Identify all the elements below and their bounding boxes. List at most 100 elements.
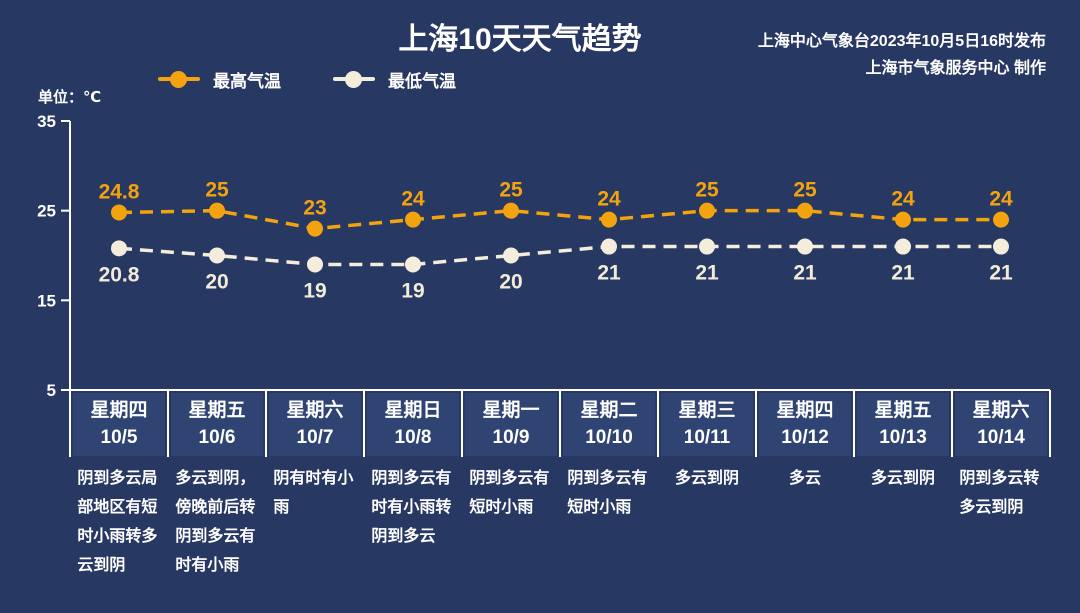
high-temp-value-label: 25 [499, 179, 523, 202]
date-label: 10/5 [100, 427, 138, 448]
high-temp-dot-icon [170, 70, 187, 88]
date-label: 10/6 [198, 427, 236, 448]
low-temp-point [209, 247, 225, 264]
high-temp-point [797, 202, 813, 219]
day-panel: 星期日 10/8 [367, 393, 459, 456]
low-temp-value-label: 21 [793, 262, 817, 285]
weather-description: 多云 [788, 470, 821, 487]
weather-description: 阴到多云有短时小雨 [567, 470, 648, 516]
low-temp-legend-label: 最低气温 [388, 71, 456, 91]
high-temp-value-label: 24.8 [99, 180, 140, 203]
source-line-2: 上海市气象服务中心 制作 [865, 60, 1046, 77]
weather-description: 阴到多云有短时小雨 [469, 470, 550, 516]
source-line-1: 上海中心气象台2023年10月5日16时发布 [757, 33, 1046, 50]
weather-description-cell: 阴到多云有短时小雨 [462, 464, 560, 522]
weather-description: 多云到阴 [870, 470, 935, 487]
weekday-label: 星期四 [776, 400, 834, 421]
day-panel: 星期五 10/13 [857, 393, 949, 456]
date-label: 10/14 [977, 427, 1025, 448]
high-temp-value-label: 24 [401, 188, 425, 211]
source-info: 上海中心气象台2023年10月5日16时发布 上海市气象服务中心 制作 [758, 28, 1046, 82]
low-temp-point [895, 238, 911, 255]
weather-description-cell: 多云到阴 [658, 464, 756, 493]
weather-description-cell: 阴有时有小雨 [266, 464, 364, 522]
low-temp-value-label: 20 [205, 271, 228, 294]
y-axis-tick-label: 15 [37, 291, 56, 310]
high-temp-point [699, 202, 715, 219]
low-temp-point [503, 247, 519, 264]
chart-legend: 最高气温 最低气温 [158, 69, 456, 91]
high-temp-point [111, 204, 127, 221]
weather-description: 多云到阴 [674, 470, 739, 487]
high-temp-value-label: 23 [303, 197, 326, 220]
weather-description: 阴到多云转多云到阴 [959, 470, 1040, 516]
low-temp-value-label: 21 [989, 262, 1013, 285]
day-panel: 星期六 10/14 [955, 393, 1047, 456]
weather-description-cell: 多云到阴，傍晚前后转阴到多云有时有小雨 [168, 464, 266, 580]
high-temp-point [209, 202, 225, 219]
date-label: 10/13 [879, 427, 927, 448]
high-temp-line [118, 208, 1001, 231]
weather-description: 多云到阴，傍晚前后转阴到多云有时有小雨 [175, 470, 256, 574]
high-temp-point [993, 211, 1009, 228]
weather-description-cell: 多云到阴 [854, 464, 952, 493]
low-temp-value-label: 21 [891, 262, 915, 285]
page-title: 上海10天天气趋势 [398, 23, 642, 56]
high-temp-point [503, 202, 519, 219]
high-temp-value-label: 24 [989, 188, 1013, 211]
day-panel: 星期三 10/11 [661, 393, 753, 456]
unit-label: 单位：℃ [38, 89, 102, 106]
day-panel: 星期四 10/5 [73, 393, 165, 456]
high-temp-legend-label: 最高气温 [213, 71, 281, 91]
weekday-label: 星期四 [90, 400, 148, 421]
high-temp-legend-marker [158, 70, 200, 88]
y-axis-tick-label: 35 [37, 112, 56, 131]
weather-description-cell: 阴到多云有短时小雨 [560, 464, 658, 522]
weekday-label: 星期二 [580, 400, 638, 421]
weather-description: 阴有时有小雨 [273, 470, 354, 516]
low-temp-dot-icon [345, 70, 362, 88]
high-temp-point [895, 211, 911, 228]
weekday-label: 星期五 [874, 400, 932, 421]
weekday-label: 星期一 [482, 400, 540, 421]
date-label: 10/12 [781, 427, 829, 448]
day-panel: 星期五 10/6 [171, 393, 263, 456]
low-temp-point [307, 256, 323, 273]
day-panel: 星期六 10/7 [269, 393, 361, 456]
low-temp-point [699, 238, 715, 255]
weekday-label: 星期日 [384, 400, 442, 421]
high-temp-value-label: 25 [205, 179, 229, 202]
low-temp-value-label: 19 [401, 279, 424, 302]
low-temp-point [405, 256, 421, 273]
high-temp-value-label: 24 [597, 188, 621, 211]
weather-description-cell: 多云 [756, 464, 854, 493]
weekday-label: 星期六 [286, 400, 344, 421]
weekday-label: 星期三 [678, 400, 736, 421]
high-temp-point [307, 220, 323, 237]
high-temp-value-label: 25 [793, 179, 817, 202]
weather-description-cell: 阴到多云有时有小雨转阴到多云 [364, 464, 462, 551]
low-temp-line [118, 244, 1001, 267]
low-temp-value-label: 21 [695, 262, 719, 285]
low-temp-point [797, 238, 813, 255]
day-panel: 星期四 10/12 [759, 393, 851, 456]
low-temp-value-label: 20 [499, 271, 522, 294]
day-panel: 星期二 10/10 [563, 393, 655, 456]
low-temp-point [111, 240, 127, 257]
date-label: 10/7 [296, 427, 334, 448]
date-label: 10/9 [492, 427, 530, 448]
high-temp-point [601, 211, 617, 228]
date-label: 10/10 [585, 427, 633, 448]
weather-description-cell: 阴到多云转多云到阴 [952, 464, 1050, 522]
low-temp-value-label: 19 [303, 279, 326, 302]
high-temp-point [405, 211, 421, 228]
low-temp-point [601, 238, 617, 255]
low-temp-value-label: 21 [597, 262, 621, 285]
high-temp-value-label: 25 [695, 179, 719, 202]
low-temp-legend-marker [333, 70, 375, 88]
day-panel: 星期一 10/9 [465, 393, 557, 456]
weather-description: 阴到多云有时有小雨转阴到多云 [371, 470, 452, 545]
low-temp-value-label: 20.8 [99, 263, 140, 286]
